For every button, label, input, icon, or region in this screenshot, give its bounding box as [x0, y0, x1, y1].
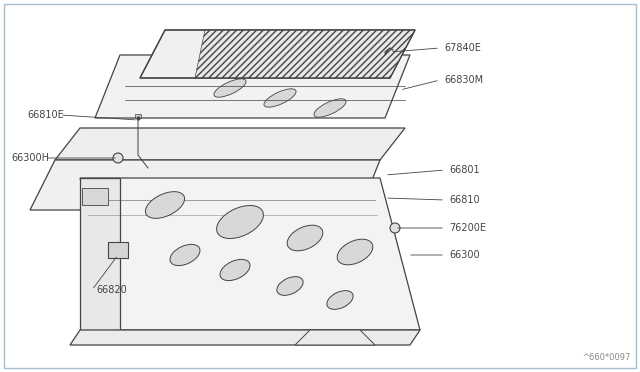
Polygon shape	[55, 128, 405, 160]
Ellipse shape	[277, 277, 303, 295]
Text: ^660*0097: ^660*0097	[582, 353, 630, 362]
Text: 66801: 66801	[449, 165, 479, 175]
Polygon shape	[80, 178, 120, 330]
Text: 66810E: 66810E	[28, 110, 64, 120]
Polygon shape	[140, 30, 415, 78]
Text: 66300: 66300	[449, 250, 479, 260]
Polygon shape	[295, 330, 375, 345]
Polygon shape	[70, 330, 420, 345]
Text: 66300H: 66300H	[11, 153, 49, 163]
Polygon shape	[195, 30, 415, 78]
Text: 66820: 66820	[96, 285, 127, 295]
Polygon shape	[108, 242, 128, 258]
Circle shape	[390, 223, 400, 233]
Ellipse shape	[264, 89, 296, 107]
Text: 67840E: 67840E	[444, 43, 481, 53]
Text: 66830M: 66830M	[444, 75, 483, 85]
Polygon shape	[82, 188, 108, 205]
Text: 66810: 66810	[449, 195, 479, 205]
Ellipse shape	[327, 291, 353, 310]
Ellipse shape	[170, 244, 200, 266]
Polygon shape	[80, 178, 420, 330]
Polygon shape	[95, 55, 410, 118]
Ellipse shape	[337, 239, 373, 265]
Ellipse shape	[214, 79, 246, 97]
Polygon shape	[135, 114, 141, 118]
Circle shape	[113, 153, 123, 163]
Ellipse shape	[314, 99, 346, 117]
Text: 76200E: 76200E	[449, 223, 486, 233]
Ellipse shape	[220, 259, 250, 280]
Polygon shape	[30, 160, 380, 210]
Ellipse shape	[216, 205, 264, 238]
Ellipse shape	[145, 192, 184, 218]
Ellipse shape	[287, 225, 323, 251]
